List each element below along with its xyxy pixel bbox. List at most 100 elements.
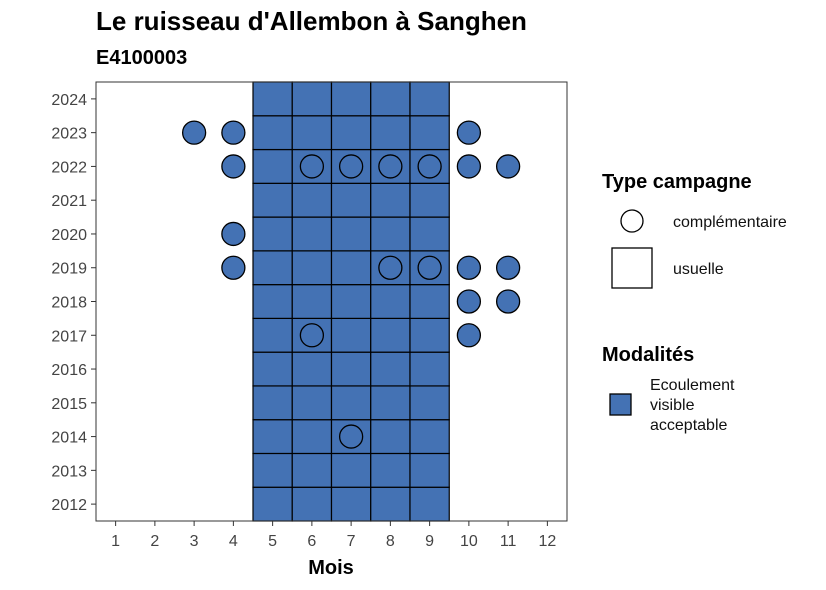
- tile-usuelle-2016-9: [409, 351, 450, 387]
- tile-usuelle-2020-9: [409, 216, 450, 252]
- tile-usuelle-2017-9: [409, 317, 450, 353]
- legend-label-ecoulement-line1: Ecoulement: [650, 377, 735, 394]
- y-tick-label-2012: 2012: [51, 497, 87, 514]
- point-complementaire-2022-9: [417, 154, 442, 179]
- chart-title: Le ruisseau d'Allembon à Sanghen: [96, 6, 527, 36]
- x-tick-label-2: 2: [150, 533, 159, 550]
- legend-key-complementaire: [620, 209, 644, 233]
- point-complementaire-2023-10: [456, 120, 482, 145]
- tile-usuelle-2018-9: [409, 284, 450, 319]
- tile-usuelle-2019-5: [252, 250, 293, 286]
- tile-usuelle-2014-8: [370, 419, 411, 455]
- point-complementaire-2022-11: [495, 154, 521, 179]
- point-complementaire-2019-9: [417, 255, 442, 280]
- point-complementaire-2017-6: [299, 323, 325, 348]
- y-tick-label-2019: 2019: [51, 261, 87, 278]
- tile-usuelle-2019-7: [330, 250, 372, 286]
- tile-usuelle-2018-6: [291, 284, 333, 319]
- point-complementaire-2022-8: [378, 154, 403, 179]
- tile-usuelle-2018-7: [330, 284, 372, 319]
- tile-usuelle-2015-6: [291, 385, 333, 421]
- point-complementaire-2023-4: [221, 120, 246, 145]
- legend-modalites-title: Modalités: [602, 344, 694, 366]
- point-complementaire-2018-10: [456, 289, 482, 314]
- y-tick-label-2015: 2015: [51, 396, 87, 413]
- point-complementaire-2019-10: [456, 255, 482, 280]
- tile-usuelle-2016-5: [252, 351, 293, 387]
- point-complementaire-2022-4: [221, 154, 246, 179]
- legend-label-complementaire: complémentaire: [673, 214, 787, 231]
- x-tick-label-10: 10: [460, 533, 478, 550]
- tile-usuelle-2021-5: [252, 182, 293, 218]
- point-complementaire-2022-7: [338, 154, 364, 179]
- tile-usuelle-2013-8: [370, 452, 411, 488]
- point-complementaire-2023-3: [181, 120, 207, 145]
- tile-usuelle-2013-6: [291, 452, 333, 488]
- legend-label-ecoulement-line2: visible: [650, 397, 695, 414]
- tile-usuelle-2013-5: [252, 452, 293, 488]
- x-axis: 1 2 3 4 5 6 7 8 9 10 11 12: [111, 521, 556, 550]
- tile-usuelle-2015-5: [252, 385, 293, 421]
- tile-usuelle-2023-8: [370, 115, 411, 151]
- legend-type-campagne: Type campagne complémentaire usuelle: [602, 171, 787, 289]
- tile-usuelle-2020-8: [370, 216, 411, 252]
- x-tick-label-11: 11: [500, 533, 517, 550]
- tile-usuelle-2016-8: [370, 351, 411, 387]
- tile-usuelle-2020-5: [252, 216, 293, 252]
- tile-usuelle-2023-5: [252, 115, 293, 151]
- tile-usuelle-2012-6: [291, 486, 333, 522]
- point-complementaire-2020-4: [221, 221, 246, 247]
- x-tick-label-9: 9: [425, 533, 434, 550]
- point-complementaire-2019-11: [495, 255, 521, 280]
- tile-usuelle-2024-9: [409, 81, 450, 117]
- tile-usuelle-2021-6: [291, 182, 333, 218]
- plot-panel: [95, 81, 568, 522]
- tile-usuelle-2016-6: [291, 351, 333, 387]
- x-tick-label-5: 5: [268, 533, 277, 550]
- legend-key-usuelle: [611, 247, 653, 289]
- tile-usuelle-2014-9: [409, 419, 450, 455]
- tile-usuelle-2012-9: [409, 486, 450, 522]
- y-tick-label-2016: 2016: [51, 362, 87, 379]
- y-tick-label-2013: 2013: [51, 463, 87, 480]
- tile-usuelle-2021-8: [370, 182, 411, 218]
- y-tick-label-2014: 2014: [51, 430, 87, 447]
- legend-label-ecoulement-line3: acceptable: [650, 417, 727, 434]
- tile-usuelle-2013-9: [409, 452, 450, 488]
- tile-usuelle-2021-7: [330, 182, 372, 218]
- legend-key-ecoulement: [609, 393, 632, 416]
- point-complementaire-2018-11: [495, 289, 521, 314]
- point-complementaire-2022-10: [456, 154, 482, 179]
- tile-usuelle-2023-9: [409, 115, 450, 151]
- y-tick-label-2018: 2018: [51, 295, 87, 312]
- tile-usuelle-2016-7: [330, 351, 372, 387]
- tile-usuelle-2012-7: [330, 486, 372, 522]
- tile-usuelle-2023-7: [330, 115, 372, 151]
- point-complementaire-2019-4: [221, 255, 246, 280]
- tile-usuelle-2014-6: [291, 419, 333, 455]
- y-tick-label-2024: 2024: [51, 92, 87, 109]
- y-axis: 2012 2013 2014 2015 2016 2017 2018 2019 2020 2021…: [51, 92, 96, 514]
- tile-usuelle-2022-5: [252, 148, 293, 184]
- tile-usuelle-2015-8: [370, 385, 411, 421]
- tile-usuelle-2013-7: [330, 452, 372, 488]
- x-tick-label-12: 12: [538, 533, 556, 550]
- point-complementaire-2014-7: [338, 424, 364, 449]
- tile-usuelle-2017-7: [330, 317, 372, 353]
- tile-usuelle-2021-9: [409, 182, 450, 218]
- tile-usuelle-2015-9: [409, 385, 450, 421]
- y-tick-label-2021: 2021: [51, 193, 87, 210]
- x-axis-label: Mois: [308, 557, 354, 579]
- x-tick-label-6: 6: [307, 533, 316, 550]
- tile-usuelle-2018-8: [370, 284, 411, 319]
- tile-usuelle-2024-7: [330, 81, 372, 117]
- legend-type-title: Type campagne: [602, 171, 752, 193]
- x-tick-label-1: 1: [111, 533, 120, 550]
- tile-usuelle-2023-6: [291, 115, 333, 151]
- y-tick-label-2022: 2022: [51, 159, 87, 176]
- y-tick-label-2023: 2023: [51, 126, 87, 143]
- tile-usuelle-2024-5: [252, 81, 293, 117]
- x-tick-label-3: 3: [190, 533, 199, 550]
- legend-label-usuelle: usuelle: [673, 261, 724, 278]
